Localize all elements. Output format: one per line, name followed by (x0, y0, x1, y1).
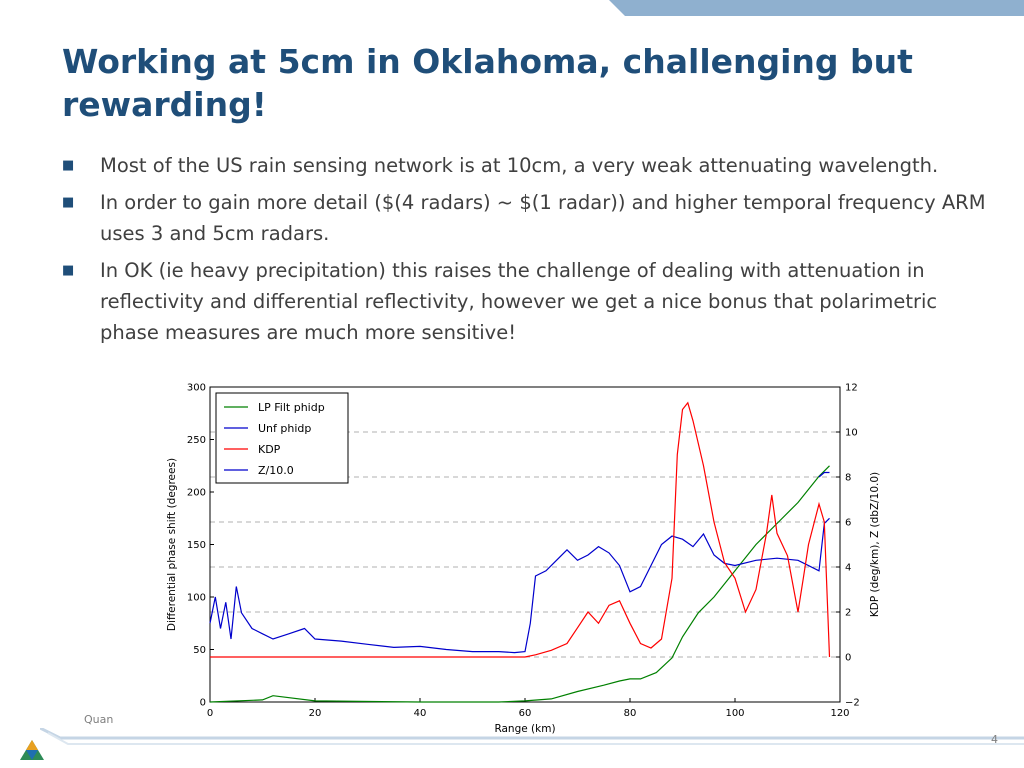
y-right-axis-label: KDP (deg/km), Z (dbZ/10.0) (869, 472, 880, 617)
y-tick-label: 200 (187, 488, 206, 499)
top-accent-band (609, 0, 1024, 16)
logo-icon (20, 740, 44, 760)
x-tick-label: 0 (207, 708, 213, 719)
legend-label: KDP (258, 443, 281, 456)
x-axis-label: Range (km) (494, 723, 555, 735)
y-tick-label: 100 (187, 593, 206, 604)
legend-label: Z/10.0 (258, 464, 294, 477)
y-tick-label: 300 (187, 383, 206, 394)
bullet-square-icon: ■ (62, 263, 75, 278)
bullet-item: ■ Most of the US rain sensing network is … (62, 150, 1002, 181)
bullet-list: ■ Most of the US rain sensing network is … (62, 150, 1002, 354)
y-tick-label: 0 (200, 698, 206, 709)
y-right-tick-label: 10 (845, 428, 858, 439)
x-tick-label: 60 (519, 708, 532, 719)
series-line-unf-phidp (209, 517, 830, 654)
x-tick-label: 100 (725, 708, 744, 719)
footer-band (40, 728, 1024, 745)
bullet-square-icon: ■ (62, 195, 75, 210)
series-line-z-10-0 (818, 471, 830, 478)
y-axis-label: Differential phase shift (degrees) (166, 458, 178, 631)
legend-label: Unf phidp (258, 422, 311, 435)
bullet-text: In order to gain more detail ($(4 radars… (100, 191, 986, 245)
bullet-text: Most of the US rain sensing network is a… (100, 154, 939, 177)
y-right-tick-label: 0 (845, 653, 851, 664)
phase-chart: 0 20 40 60 80 100 120 0 50 100 150 200 250 300 −2 0 2 4 6 8… (166, 383, 880, 736)
x-tick-label: 80 (624, 708, 637, 719)
x-tick-label: 40 (414, 708, 427, 719)
bullet-item: ■ In order to gain more detail ($(4 radar… (62, 187, 1002, 249)
slide-title: Working at 5cm in Oklahoma, challenging … (62, 42, 913, 124)
series-line-lp-filt-phidp (209, 465, 830, 703)
y-right-tick-label: 8 (845, 473, 851, 484)
y-right-tick-label: 6 (845, 518, 851, 529)
y-tick-label: 50 (193, 645, 206, 656)
x-tick-label: 120 (830, 708, 849, 719)
x-tick-label: 20 (309, 708, 322, 719)
y-right-tick-label: 4 (845, 563, 851, 574)
y-right-tick-label: 2 (845, 608, 851, 619)
y-right-tick-label: 12 (845, 383, 858, 394)
y-tick-label: 250 (187, 435, 206, 446)
y-tick-label: 150 (187, 540, 206, 551)
legend-box (215, 392, 349, 484)
legend-label: LP Filt phidp (258, 401, 325, 414)
y-right-tick-label: −2 (845, 698, 860, 709)
bullet-item: ■ In OK (ie heavy precipitation) this rai… (62, 255, 1002, 348)
bullet-square-icon: ■ (62, 158, 75, 173)
page-number: 4 (991, 733, 998, 746)
bullet-text: In OK (ie heavy precipitation) this rais… (100, 259, 938, 344)
series-line-kdp (210, 401, 831, 658)
footer-text: Quan (84, 713, 114, 726)
